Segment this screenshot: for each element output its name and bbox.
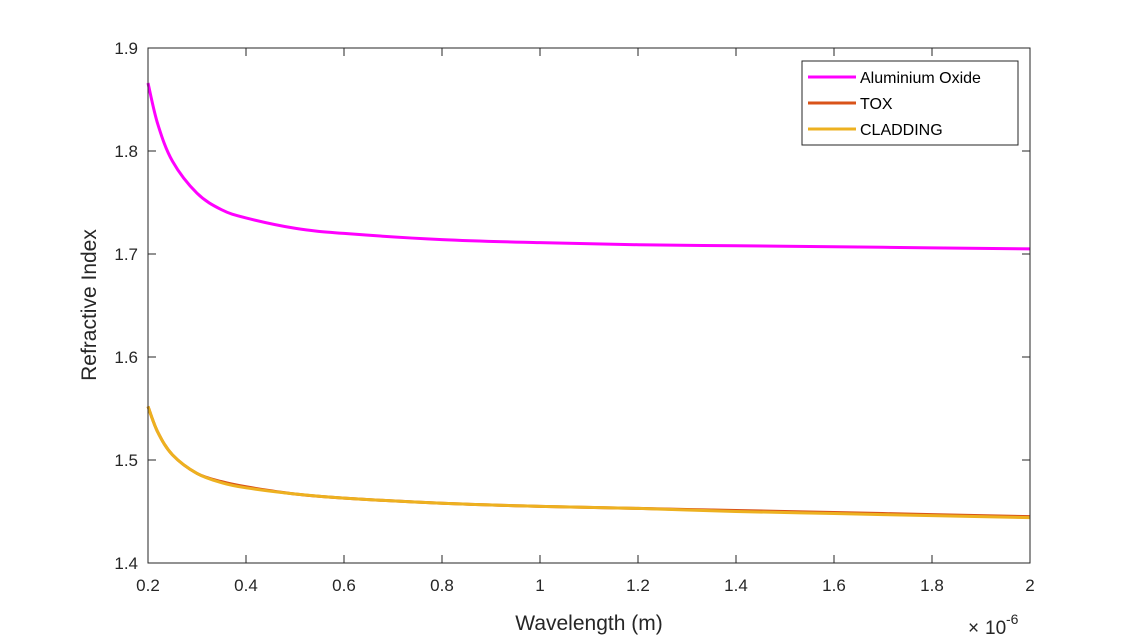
exponent-base: 10 (985, 618, 1006, 639)
x-tick-label: 1 (535, 576, 544, 595)
y-tick-label: 1.7 (114, 245, 138, 264)
times-symbol: × (968, 618, 979, 639)
axes-frame (147, 47, 1031, 564)
y-tick-label: 1.6 (114, 348, 138, 367)
legend-label: TOX (860, 96, 893, 113)
x-tick-label: 1.2 (626, 576, 650, 595)
x-axis: 0.2 0.4 0.6 0.8 1 1.2 1.4 1.6 1.8 2 (136, 48, 1035, 595)
legend-label: CLADDING (860, 122, 943, 139)
y-tick-label: 1.4 (114, 554, 138, 573)
y-tick-label: 1.8 (114, 142, 138, 161)
series-line-3 (146, 405, 1031, 520)
plot-area (146, 82, 1031, 520)
x-tick-label: 0.6 (332, 576, 356, 595)
x-tick-label: 0.4 (234, 576, 258, 595)
exponent-power: -6 (1006, 611, 1019, 627)
x-tick-label: 0.2 (136, 576, 160, 595)
series-line-2 (146, 405, 1031, 519)
x-axis-exponent: × 10 -6 (968, 611, 1019, 639)
legend-label: Aluminium Oxide (860, 70, 981, 87)
legend: Aluminium Oxide TOX CLADDING (801, 60, 1019, 146)
x-tick-label: 2 (1025, 576, 1034, 595)
y-axis: 1.4 1.5 1.6 1.7 1.8 1.9 (114, 39, 1030, 573)
x-axis-label: Wavelength (m) (515, 612, 662, 635)
x-tick-label: 1.4 (724, 576, 748, 595)
y-tick-label: 1.5 (114, 451, 138, 470)
y-axis-label: Refractive Index (78, 229, 101, 381)
x-tick-label: 1.8 (920, 576, 944, 595)
series-line-1 (146, 82, 1031, 251)
x-tick-label: 1.6 (822, 576, 846, 595)
y-tick-label: 1.9 (114, 39, 138, 58)
x-tick-label: 0.8 (430, 576, 454, 595)
